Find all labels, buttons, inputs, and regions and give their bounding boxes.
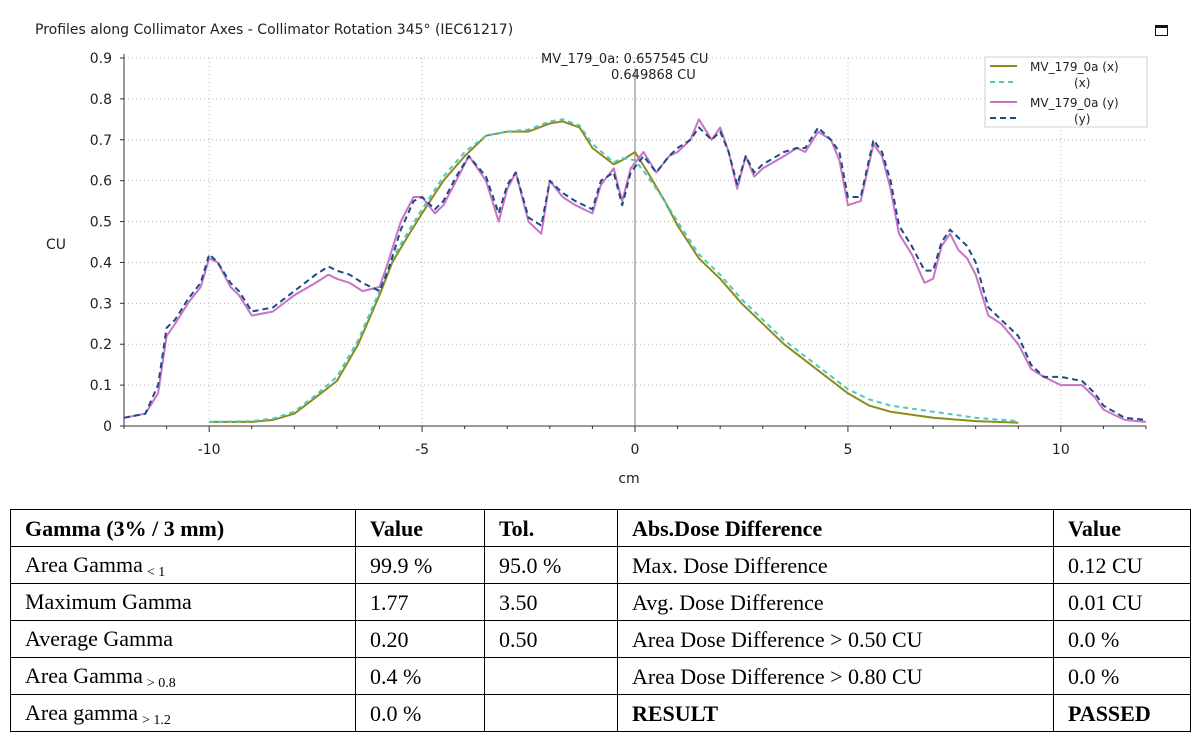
maximize-icon[interactable]	[1155, 25, 1168, 36]
x-tick-label: 0	[631, 442, 640, 458]
x-tick-label: 10	[1052, 442, 1070, 458]
gamma-subscript: > 1.2	[142, 712, 171, 728]
table-row: Area Gamma < 1 99.9 % 95.0 % Max. Dose Di…	[10, 546, 1191, 584]
dose-label: Max. Dose Difference	[617, 546, 1054, 584]
y-axis-label: CU	[46, 237, 66, 253]
gamma-label-cell: Average Gamma	[10, 620, 356, 658]
gamma-tol	[484, 694, 618, 732]
y-tick-label: 0.7	[90, 133, 112, 149]
gamma-value: 0.20	[355, 620, 485, 658]
x-tick-label: 5	[843, 442, 852, 458]
gamma-tol: 0.50	[484, 620, 618, 658]
gamma-value: 0.0 %	[355, 694, 485, 732]
gamma-value: 99.9 %	[355, 546, 485, 584]
y-tick-label: 0.4	[90, 255, 112, 271]
cursor-label-1: MV_179_0a: 0.657545 CU	[541, 52, 708, 67]
dose-label: Avg. Dose Difference	[617, 583, 1054, 621]
y-tick-label: 0.2	[90, 337, 112, 353]
dose-value: 0.0 %	[1053, 620, 1191, 658]
y-tick-label: 0.6	[90, 174, 112, 190]
dose-label: Area Dose Difference > 0.80 CU	[617, 657, 1054, 695]
header-value: Value	[355, 509, 485, 547]
legend: MV_179_0a (x) (x) MV_179_0a (y) (y)	[984, 56, 1148, 128]
gamma-tol	[484, 657, 618, 695]
series-line-1	[209, 120, 1019, 424]
gamma-label-cell: Maximum Gamma	[10, 583, 356, 621]
gamma-label: Area gamma	[25, 699, 138, 725]
legend-label: (y)	[1074, 112, 1090, 126]
header-tol: Tol.	[484, 509, 618, 547]
gamma-label-cell: Area Gamma > 0.8	[10, 657, 356, 695]
y-tick-label: 0.9	[90, 51, 112, 67]
y-tick-label: 0.3	[90, 296, 112, 312]
legend-label: MV_179_0a (y)	[1030, 96, 1119, 110]
table-row: Maximum Gamma 1.77 3.50 Avg. Dose Differ…	[10, 583, 1191, 621]
dose-value: 0.12 CU	[1053, 546, 1191, 584]
gamma-tol: 3.50	[484, 583, 618, 621]
gamma-label: Average Gamma	[25, 625, 174, 651]
y-tick-label: 0.5	[90, 215, 112, 231]
series-line-2	[209, 118, 1019, 423]
gamma-tol: 95.0 %	[484, 546, 618, 584]
gamma-subscript: < 1	[146, 564, 166, 580]
table-row: Average Gamma 0.20 0.50 Area Dose Differ…	[10, 620, 1191, 658]
table-header-row: Gamma (3% / 3 mm) Value Tol. Abs.Dose Di…	[10, 509, 1191, 547]
legend-label: MV_179_0a (x)	[1030, 60, 1119, 74]
y-tick-label: 0	[103, 419, 112, 435]
table-row: Area Gamma > 0.8 0.4 % Area Dose Differen…	[10, 657, 1191, 695]
legend-box	[984, 56, 1148, 128]
gamma-label-cell: Area gamma > 1.2	[10, 694, 356, 732]
header-dose-value: Value	[1053, 509, 1191, 547]
x-axis-label: cm	[618, 471, 639, 487]
legend-label: (x)	[1074, 76, 1090, 90]
series-line-3	[123, 118, 1147, 423]
dose-value: 0.01 CU	[1053, 583, 1191, 621]
gamma-label-cell: Area Gamma < 1	[10, 546, 356, 584]
header-gamma: Gamma (3% / 3 mm)	[10, 509, 356, 547]
gamma-label: Area Gamma	[25, 662, 143, 688]
chart-title: Profiles along Collimator Axes - Collima…	[35, 22, 514, 38]
gamma-label: Area Gamma	[25, 551, 143, 577]
table-row: Area gamma > 1.2 0.0 % RESULT PASSED	[10, 694, 1191, 732]
profile-chart-panel: Profiles along Collimator Axes - Collima…	[35, 22, 1168, 487]
result-label: RESULT	[617, 694, 1054, 732]
profile-chart: 0 0.1 0.2 0.3 0.4 0.5 0.6 0.7 0.8 0.9 -10 -5 0 5 10 cm C…	[46, 51, 1148, 487]
dose-value: 0.0 %	[1053, 657, 1191, 695]
gamma-value: 1.77	[355, 583, 485, 621]
cursor-label-2: 0.649868 CU	[611, 68, 696, 83]
gamma-results-table: Gamma (3% / 3 mm) Value Tol. Abs.Dose Di…	[10, 509, 1191, 732]
gamma-label: Maximum Gamma	[25, 588, 192, 614]
dose-label: Area Dose Difference > 0.50 CU	[617, 620, 1054, 658]
result-value: PASSED	[1053, 694, 1191, 732]
header-abs-dose: Abs.Dose Difference	[617, 509, 1054, 547]
x-tick-label: -10	[198, 442, 221, 458]
gamma-value: 0.4 %	[355, 657, 485, 695]
y-tick-label: 0.8	[90, 92, 112, 108]
gamma-subscript: > 0.8	[146, 675, 176, 691]
x-tick-label: -5	[415, 442, 429, 458]
y-tick-label: 0.1	[90, 378, 112, 394]
